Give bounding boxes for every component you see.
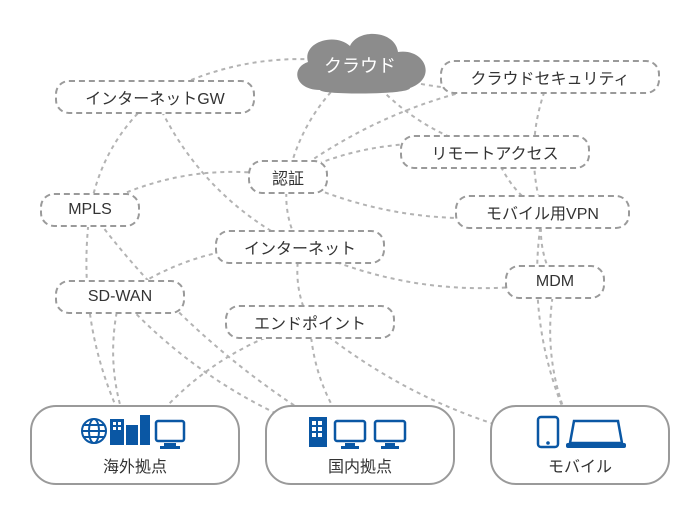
node-domestic: 国内拠点 — [265, 405, 455, 485]
node-sdwan: SD-WAN — [55, 280, 185, 314]
overseas-icon — [80, 413, 190, 453]
node-mobile-vpn: モバイル用VPN — [455, 195, 630, 229]
node-mobile: モバイル — [490, 405, 670, 485]
cloud-node: クラウド — [280, 20, 440, 110]
overseas-label: 海外拠点 — [103, 453, 167, 477]
node-overseas: 海外拠点 — [30, 405, 240, 485]
node-mdm: MDM — [505, 265, 605, 299]
domestic-icon — [305, 413, 415, 453]
mobile-label: モバイル — [548, 453, 612, 477]
mobile-icon — [530, 413, 630, 453]
cloud-label: クラウド — [324, 52, 396, 78]
diagram-canvas: クラウド クラウドセキュリティ インターネットGW リモートアクセス 認証 MP… — [0, 0, 700, 505]
node-endpoint: エンドポイント — [225, 305, 395, 339]
node-internet-gw: インターネットGW — [55, 80, 255, 114]
domestic-label: 国内拠点 — [328, 453, 392, 477]
node-cloud-security: クラウドセキュリティ — [440, 60, 660, 94]
node-mpls: MPLS — [40, 193, 140, 227]
node-auth: 認証 — [248, 160, 328, 194]
node-internet: インターネット — [215, 230, 385, 264]
node-remote-access: リモートアクセス — [400, 135, 590, 169]
